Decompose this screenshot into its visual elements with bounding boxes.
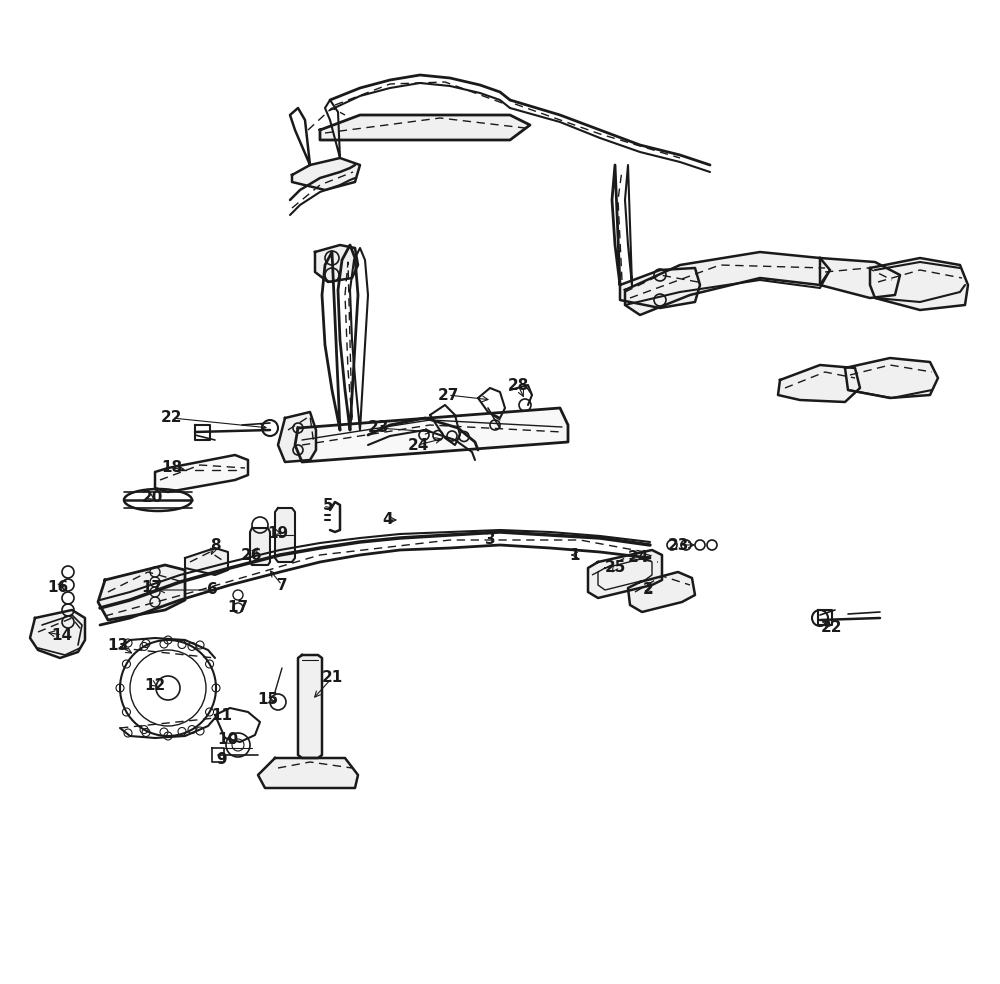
Text: 5: 5 <box>323 498 333 513</box>
Text: 11: 11 <box>212 707 232 722</box>
Polygon shape <box>628 572 695 612</box>
Polygon shape <box>320 115 530 140</box>
Text: 23: 23 <box>667 537 689 552</box>
Text: 9: 9 <box>217 753 227 768</box>
Polygon shape <box>588 550 662 598</box>
Polygon shape <box>155 455 248 492</box>
Text: 8: 8 <box>210 537 220 552</box>
Text: 17: 17 <box>227 600 249 616</box>
Text: 20: 20 <box>141 490 163 506</box>
Polygon shape <box>820 258 900 298</box>
Text: 22: 22 <box>821 621 843 636</box>
Text: 24: 24 <box>627 550 649 566</box>
Text: 24: 24 <box>407 438 429 453</box>
Polygon shape <box>258 758 358 788</box>
Polygon shape <box>98 565 185 620</box>
Text: 21: 21 <box>321 670 343 686</box>
Text: 2: 2 <box>643 583 653 597</box>
Polygon shape <box>275 508 295 562</box>
Polygon shape <box>778 365 860 402</box>
Text: 19: 19 <box>267 525 289 540</box>
Text: 27: 27 <box>437 388 459 402</box>
Text: 28: 28 <box>507 378 529 393</box>
Text: 6: 6 <box>207 583 217 597</box>
Text: 3: 3 <box>485 532 495 547</box>
Polygon shape <box>185 548 228 575</box>
Polygon shape <box>870 258 968 310</box>
Polygon shape <box>250 528 270 565</box>
Text: 10: 10 <box>217 732 239 748</box>
Text: 7: 7 <box>277 578 287 592</box>
Text: 1: 1 <box>570 547 580 563</box>
Polygon shape <box>295 408 568 462</box>
Text: 4: 4 <box>383 513 393 527</box>
Polygon shape <box>620 268 700 308</box>
Text: 14: 14 <box>51 628 73 643</box>
Text: 25: 25 <box>604 561 626 576</box>
Text: 22: 22 <box>161 410 183 425</box>
Text: 12: 12 <box>144 678 166 693</box>
Text: 15: 15 <box>257 693 279 707</box>
Polygon shape <box>315 245 358 282</box>
Polygon shape <box>278 412 316 462</box>
Polygon shape <box>30 610 85 658</box>
Text: 17: 17 <box>141 580 163 594</box>
Polygon shape <box>845 358 938 398</box>
Polygon shape <box>625 252 830 315</box>
Text: 13: 13 <box>107 638 129 652</box>
Text: 16: 16 <box>47 580 69 594</box>
Polygon shape <box>292 158 360 190</box>
Polygon shape <box>298 655 322 758</box>
Text: 26: 26 <box>241 547 263 563</box>
Text: 23: 23 <box>367 420 389 436</box>
Text: 18: 18 <box>161 461 183 475</box>
